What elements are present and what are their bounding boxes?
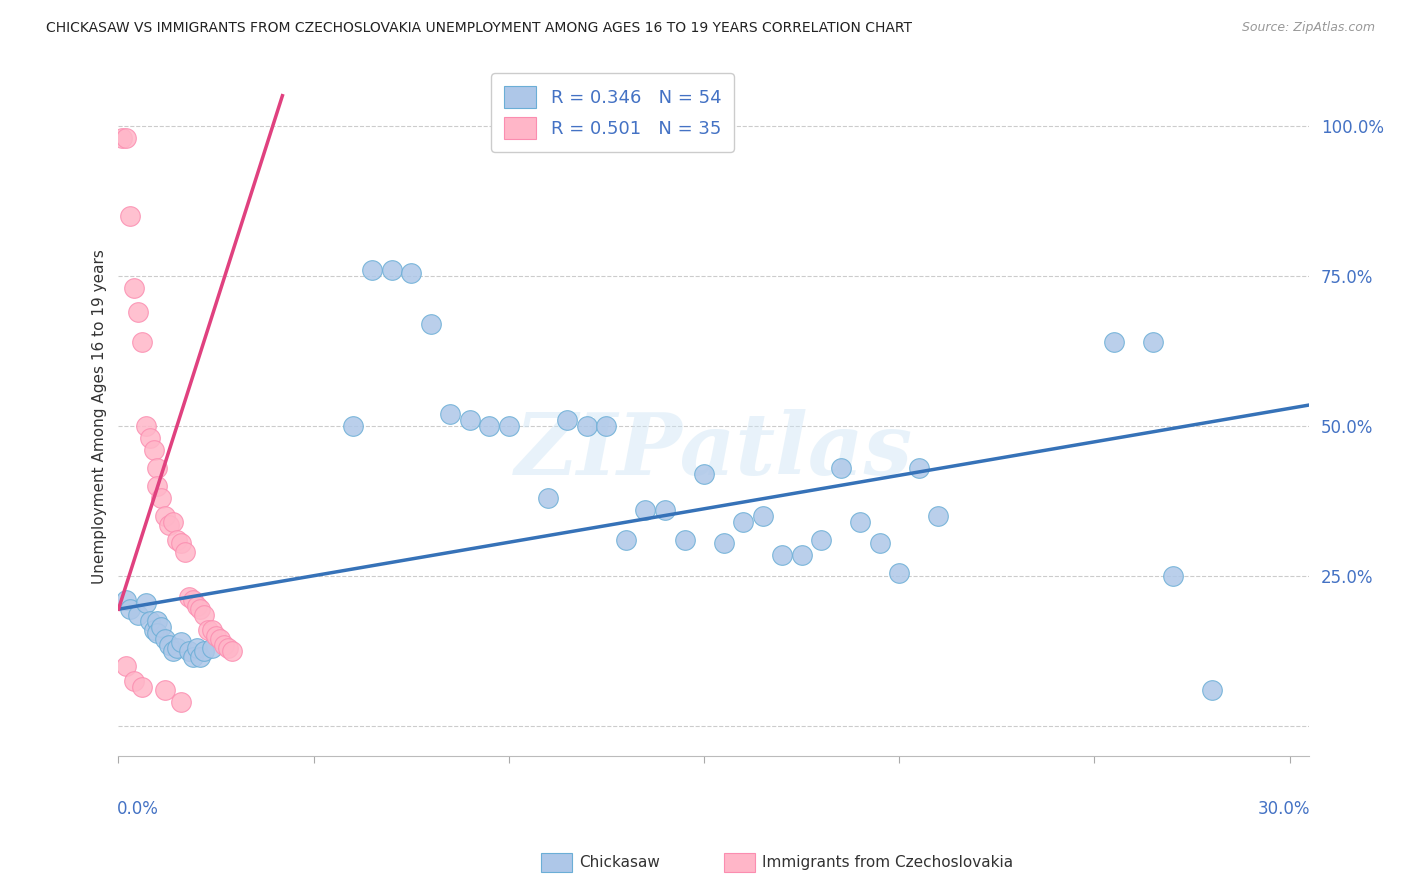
Point [673, 533, 696, 548]
Point [693, 467, 716, 481]
Point [170, 695, 193, 709]
Text: CHICKASAW VS IMMIGRANTS FROM CZECHOSLOVAKIA UNEMPLOYMENT AMONG AGES 16 TO 19 YEA: CHICKASAW VS IMMIGRANTS FROM CZECHOSLOVA… [46, 21, 912, 35]
Point [157, 638, 180, 652]
Point [201, 641, 224, 656]
Point [498, 419, 520, 434]
Point [907, 461, 929, 475]
Point [439, 407, 461, 421]
Point [120, 209, 142, 223]
Point [138, 614, 160, 628]
Point [146, 479, 169, 493]
Point [221, 644, 243, 658]
Point [557, 413, 579, 427]
Point [170, 536, 193, 550]
Point [138, 431, 160, 445]
Point [150, 491, 173, 505]
Point [733, 515, 755, 529]
Point [173, 545, 195, 559]
Point [142, 624, 165, 638]
Point [575, 419, 598, 434]
Text: 0.0%: 0.0% [117, 800, 159, 819]
Point [217, 641, 239, 656]
Point [186, 641, 208, 656]
Text: Immigrants from Czechoslovakia: Immigrants from Czechoslovakia [762, 855, 1014, 870]
Point [127, 305, 149, 319]
Point [1102, 334, 1125, 349]
Point [135, 419, 157, 434]
Point [115, 659, 138, 673]
Text: Chickasaw: Chickasaw [579, 855, 661, 870]
Point [190, 650, 212, 665]
Point [150, 620, 173, 634]
Point [399, 266, 422, 280]
Point [790, 548, 813, 562]
Point [419, 317, 441, 331]
Point [162, 515, 184, 529]
Y-axis label: Unemployment Among Ages 16 to 19 years: Unemployment Among Ages 16 to 19 years [93, 250, 107, 584]
Point [181, 650, 204, 665]
Point [614, 533, 637, 548]
Point [205, 629, 228, 643]
Point [713, 536, 735, 550]
Point [177, 644, 200, 658]
Point [193, 644, 215, 658]
Point [1201, 683, 1223, 698]
Point [155, 509, 177, 524]
Point [537, 491, 560, 505]
Point [120, 602, 142, 616]
Text: 30.0%: 30.0% [1258, 800, 1310, 819]
Point [170, 635, 193, 649]
Point [889, 566, 911, 581]
Point [381, 263, 404, 277]
Point [122, 281, 145, 295]
Point [342, 419, 364, 434]
Point [654, 503, 676, 517]
Point [155, 632, 177, 647]
Point [197, 624, 219, 638]
Point [142, 443, 165, 458]
Legend: R = 0.346   N = 54, R = 0.501   N = 35: R = 0.346 N = 54, R = 0.501 N = 35 [491, 73, 734, 152]
Point [1161, 569, 1184, 583]
Point [830, 461, 852, 475]
Text: ZIPatlas: ZIPatlas [515, 409, 912, 492]
Point [135, 596, 157, 610]
Point [201, 624, 224, 638]
Point [361, 263, 384, 277]
Point [131, 681, 153, 695]
Point [849, 515, 872, 529]
Point [122, 674, 145, 689]
Point [190, 602, 212, 616]
Point [478, 419, 501, 434]
Point [127, 608, 149, 623]
Point [177, 591, 200, 605]
Point [810, 533, 832, 548]
Point [146, 626, 169, 640]
Point [927, 509, 949, 524]
Point [146, 614, 169, 628]
Point [634, 503, 657, 517]
Point [131, 334, 153, 349]
Point [166, 533, 188, 548]
Point [1142, 334, 1164, 349]
Point [181, 593, 204, 607]
Text: Source: ZipAtlas.com: Source: ZipAtlas.com [1241, 21, 1375, 34]
Point [751, 509, 773, 524]
Point [869, 536, 891, 550]
Point [111, 130, 134, 145]
Point [193, 608, 215, 623]
Point [595, 419, 617, 434]
Point [186, 599, 208, 614]
Point [166, 641, 188, 656]
Point [146, 461, 169, 475]
Point [770, 548, 793, 562]
Point [115, 593, 138, 607]
Point [458, 413, 481, 427]
Point [115, 130, 138, 145]
Point [162, 644, 184, 658]
Point [155, 683, 177, 698]
Point [208, 632, 231, 647]
Point [212, 638, 235, 652]
Point [157, 518, 180, 533]
